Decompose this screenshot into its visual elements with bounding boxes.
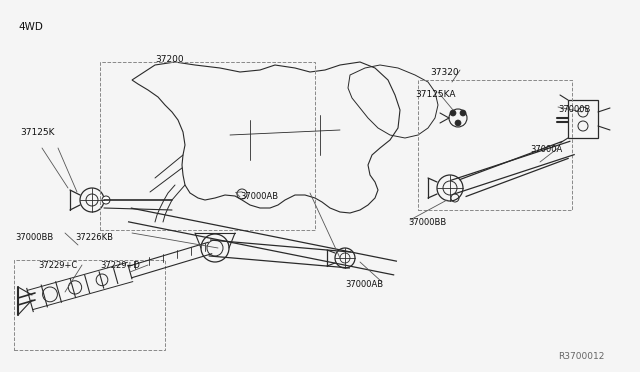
Bar — [14, 260, 165, 350]
Bar — [418, 80, 572, 210]
Circle shape — [455, 120, 461, 126]
Text: 37229+C: 37229+C — [38, 261, 77, 270]
Text: 37000AB: 37000AB — [240, 192, 278, 201]
Text: 37000B: 37000B — [558, 105, 590, 114]
Text: 37000BB: 37000BB — [15, 233, 53, 242]
Text: 37000BB: 37000BB — [408, 218, 446, 227]
Text: 37226KB: 37226KB — [75, 233, 113, 242]
Bar — [568, 100, 598, 138]
Text: 37125K: 37125K — [20, 128, 54, 137]
Text: 37000A: 37000A — [530, 145, 563, 154]
Text: 4WD: 4WD — [18, 22, 43, 32]
Text: 37125KA: 37125KA — [415, 90, 456, 99]
Text: 37200: 37200 — [155, 55, 184, 64]
Circle shape — [450, 110, 456, 116]
Text: R3700012: R3700012 — [558, 352, 604, 361]
Text: 37320: 37320 — [430, 68, 459, 77]
Circle shape — [102, 196, 110, 204]
Text: 37000AB: 37000AB — [345, 280, 383, 289]
Circle shape — [460, 110, 466, 116]
Text: 37229+D: 37229+D — [100, 261, 140, 270]
Bar — [100, 62, 315, 230]
